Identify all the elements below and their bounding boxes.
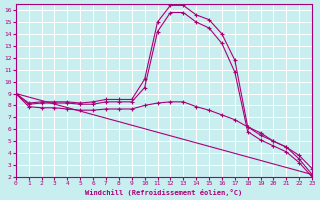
X-axis label: Windchill (Refroidissement éolien,°C): Windchill (Refroidissement éolien,°C)	[85, 189, 243, 196]
